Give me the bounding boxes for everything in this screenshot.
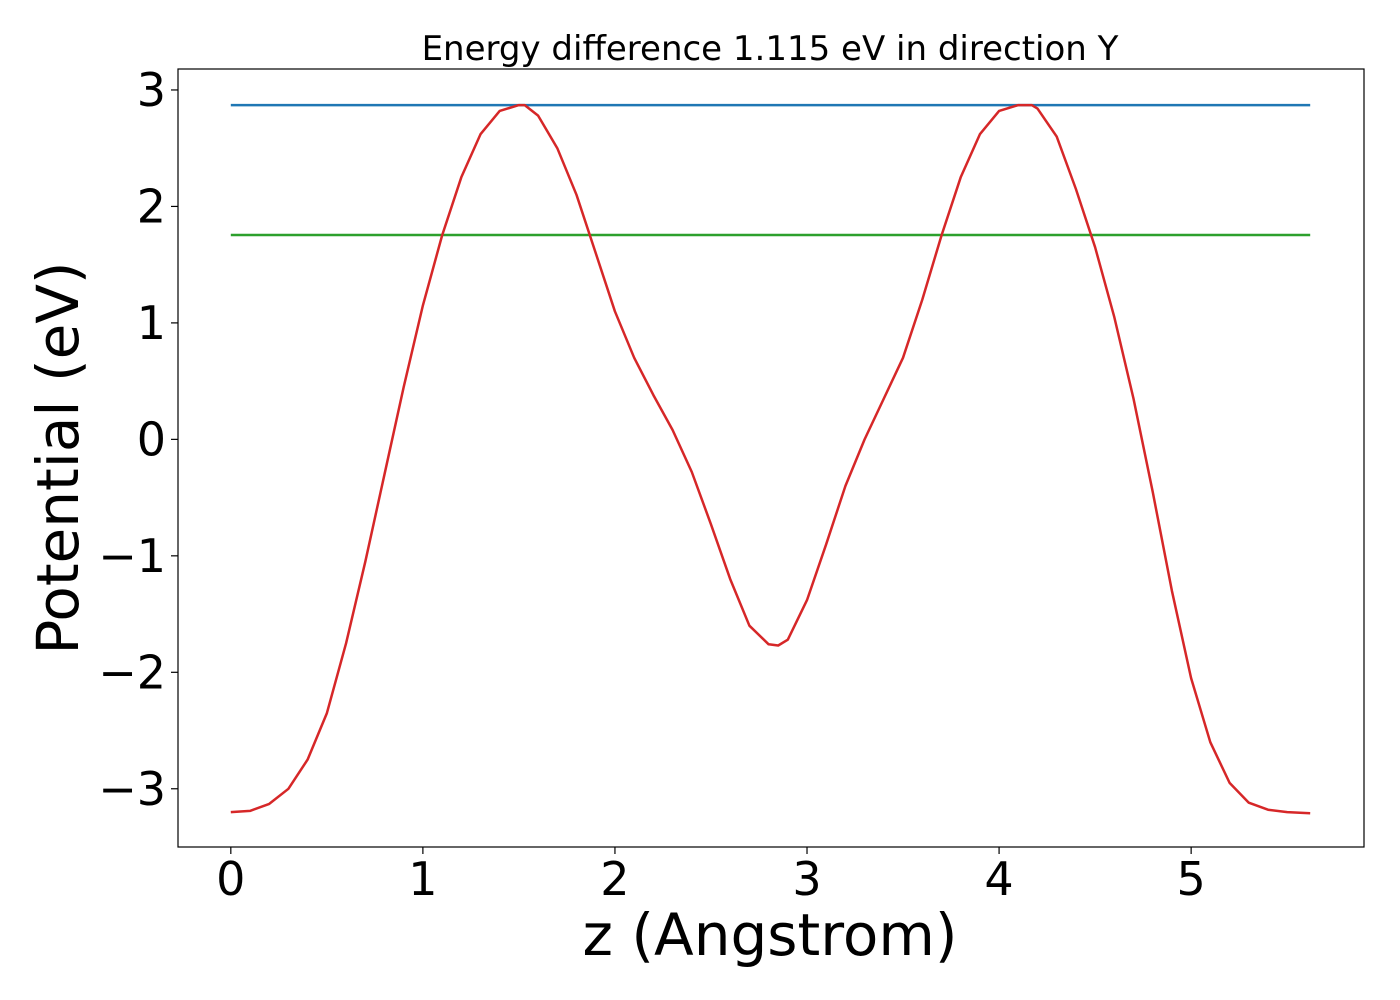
y-tick-label: 3 xyxy=(137,63,166,117)
x-tick-label: 0 xyxy=(216,852,245,906)
y-tick-label: 2 xyxy=(137,179,166,233)
x-tick-label: 3 xyxy=(792,852,821,906)
y-tick-label: −3 xyxy=(98,762,166,816)
y-tick-label: 1 xyxy=(137,296,166,350)
y-tick-label: 0 xyxy=(137,412,166,466)
x-axis: 0 1 2 3 4 5 xyxy=(216,847,1206,906)
y-tick-label: −2 xyxy=(98,645,166,699)
series-line-0 xyxy=(230,103,1311,815)
series-layer xyxy=(230,103,1311,815)
x-tick-label: 2 xyxy=(600,852,629,906)
y-axis: −3 −2 −1 0 1 2 3 xyxy=(98,63,178,816)
y-tick-label: −1 xyxy=(98,529,166,583)
chart-title: Energy difference 1.115 eV in direction … xyxy=(422,29,1119,69)
x-tick-label: 4 xyxy=(984,852,1013,906)
plot-frame xyxy=(177,68,1365,848)
y-axis-label: Potential (eV) xyxy=(24,261,92,654)
x-tick-label: 5 xyxy=(1177,852,1206,906)
x-tick-label: 1 xyxy=(408,852,437,906)
x-axis-label: z (Angstrom) xyxy=(583,901,958,969)
